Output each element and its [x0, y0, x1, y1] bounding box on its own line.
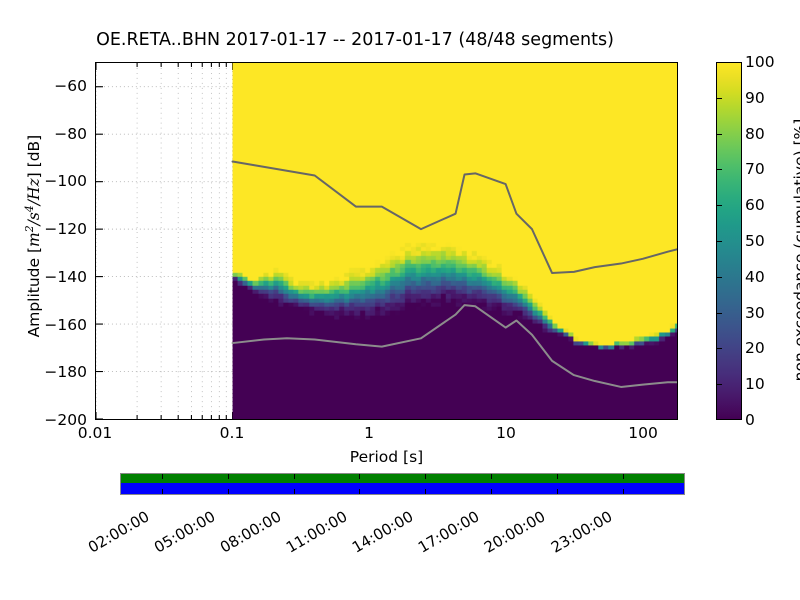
coverage-tick-top [359, 474, 361, 479]
time-tick-label: 20:00:00 [481, 507, 549, 557]
colorbar-tick-mark [716, 205, 722, 207]
colorbar-label: non-exceedance (cumulative) [%] [791, 118, 800, 382]
y-axis-ticks: −60 −80 −100 −120 −140 −160 −180 −200 [40, 62, 87, 429]
y-tick-label: −60 [54, 76, 87, 95]
colorbar-tick-label: 40 [745, 267, 765, 286]
x-tick-label: 100 [628, 424, 658, 442]
data-coverage-bar [120, 473, 685, 495]
coverage-tick-bottom [359, 489, 361, 494]
time-tick-label: 02:00:00 [84, 507, 153, 557]
x-axis-ticks: 0.01 0.1 1 10 100 [78, 424, 678, 448]
coverage-band-green [121, 474, 684, 483]
colorbar-tick-mark [716, 241, 722, 243]
coverage-band-blue [121, 483, 684, 494]
colorbar-tick-label: 0 [745, 411, 755, 429]
noise-model-line-nhnm [231, 160, 677, 275]
coverage-tick-top [491, 474, 493, 479]
colorbar-tick-label: 100 [745, 53, 775, 71]
colorbar-tick-label: 60 [745, 196, 765, 215]
coverage-tick-top [622, 474, 624, 479]
colorbar-tick-label: 20 [745, 339, 765, 358]
y-tick-label: −180 [44, 363, 87, 382]
y-tick-label: −160 [44, 315, 87, 334]
coverage-tick-bottom [227, 489, 229, 494]
coverage-tick-bottom [622, 489, 624, 494]
x-tick-label: 0.01 [77, 424, 113, 442]
colorbar-tick-label: 90 [745, 88, 765, 107]
coverage-tick-top [161, 474, 163, 479]
colorbar-tick-label: 10 [745, 375, 765, 394]
page-title: OE.RETA..BHN 2017-01-17 -- 2017-01-17 (4… [96, 30, 614, 50]
coverage-tick-bottom [293, 489, 295, 494]
time-tick-label: 23:00:00 [547, 507, 615, 557]
time-tick-label: 08:00:00 [217, 507, 285, 557]
x-axis-label: Period [s] [349, 448, 424, 466]
colorbar-tick-mark [716, 133, 722, 135]
colorbar-tick-mark [716, 312, 722, 314]
time-tick-label: 14:00:00 [349, 507, 417, 557]
colorbar-tick-label: 80 [745, 124, 765, 143]
colorbar-tick-label: 30 [745, 303, 765, 322]
x-tick-label: 0.1 [219, 424, 245, 442]
noise-model-lines [231, 160, 677, 388]
time-tick-label: 17:00:00 [415, 507, 483, 557]
noise-model-line-nlnm [231, 304, 677, 388]
time-tick-label: 11:00:00 [283, 507, 351, 557]
ppsd-plot-area [95, 62, 678, 420]
coverage-tick-bottom [491, 489, 493, 494]
y-tick-label: −120 [44, 220, 87, 239]
x-tick-label: 10 [496, 424, 516, 442]
coverage-tick-bottom [425, 489, 427, 494]
colorbar-ticks: 0 10 20 30 40 50 60 70 80 90 100 [745, 53, 781, 429]
colorbar-tick-mark [716, 276, 722, 278]
colorbar-tick-label: 50 [745, 232, 765, 250]
y-tick-label: −200 [44, 411, 87, 429]
y-tick-label: −100 [44, 172, 87, 191]
coverage-tick-top [293, 474, 295, 479]
coverage-tick-bottom [556, 489, 558, 494]
time-tick-label: 05:00:00 [151, 507, 219, 557]
y-axis-unit-denominator-exp: 4 [22, 205, 36, 213]
colorbar-tick-mark [716, 169, 722, 171]
coverage-tick-top [425, 474, 427, 479]
y-tick-label: −80 [54, 124, 87, 143]
colorbar-tick-mark [716, 384, 722, 386]
colorbar-tick-mark [716, 97, 722, 99]
y-axis-unit-numerator-exp: 2 [22, 225, 36, 233]
y-tick-label: −140 [44, 267, 87, 286]
colorbar-tick-mark [716, 348, 722, 350]
coverage-tick-bottom [161, 489, 163, 494]
x-tick-label: 1 [364, 424, 374, 442]
coverage-tick-top [556, 474, 558, 479]
time-axis-ticks: 02:00:00 05:00:00 08:00:00 11:00:00 14:00:00… [0, 495, 800, 585]
coverage-tick-top [227, 474, 229, 479]
ppsd-histogram [96, 63, 677, 419]
colorbar-tick-label: 70 [745, 160, 765, 179]
